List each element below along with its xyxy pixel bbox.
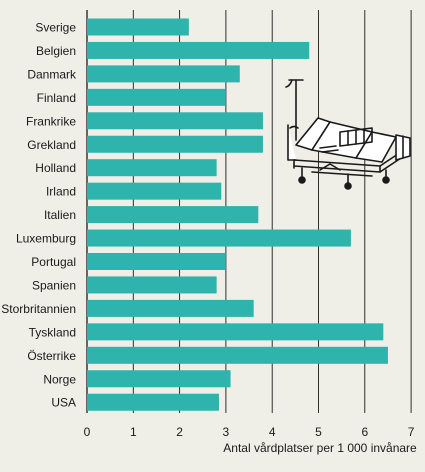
bar-5	[87, 135, 263, 153]
x-tick-label: 3	[223, 425, 230, 439]
x-tick-label: 7	[408, 425, 415, 439]
bar-16	[87, 393, 219, 411]
category-label: Tyskland	[29, 325, 76, 339]
bar-8	[87, 206, 259, 224]
category-label: USA	[51, 396, 76, 410]
category-label: Italien	[44, 208, 76, 222]
category-label: Sverige	[35, 21, 76, 35]
bar-13	[87, 323, 384, 341]
category-label: Spanien	[32, 278, 76, 292]
category-label: Danmark	[27, 67, 77, 81]
bar-7	[87, 182, 222, 200]
category-label: Storbritannien	[1, 302, 76, 316]
x-tick-layer: 0 1 2 3 4 5 6 7	[84, 425, 415, 439]
x-tick-label: 6	[361, 425, 368, 439]
bar-12	[87, 299, 254, 317]
category-label: Belgien	[36, 44, 76, 58]
x-tick-label: 1	[130, 425, 137, 439]
bar-1	[87, 41, 310, 59]
x-axis-title: Antal vårdplatser per 1 000 invånare	[223, 441, 417, 455]
category-label: Grekland	[27, 138, 76, 152]
category-label: Frankrike	[26, 114, 76, 128]
bar-11	[87, 276, 217, 294]
bar-9	[87, 229, 351, 247]
bar-15	[87, 370, 231, 388]
hospital-bed-icon	[285, 79, 411, 190]
x-tick-label: 5	[315, 425, 322, 439]
category-label: Norge	[43, 372, 76, 386]
category-label-layer: Sverige Belgien Danmark Finland Frankrike Gre…	[1, 21, 77, 410]
category-label: Österrike	[27, 349, 76, 363]
x-tick-label: 0	[84, 425, 91, 439]
bar-2	[87, 65, 240, 83]
bar-layer	[87, 18, 388, 411]
bar-4	[87, 112, 263, 130]
x-tick-label: 2	[176, 425, 183, 439]
category-label: Portugal	[31, 255, 76, 269]
category-label: Holland	[35, 161, 76, 175]
category-label: Finland	[37, 91, 76, 105]
bar-0	[87, 18, 189, 36]
x-tick-label: 4	[269, 425, 276, 439]
bar-6	[87, 159, 217, 177]
category-label: Luxemburg	[16, 232, 76, 246]
category-label: Irland	[46, 185, 76, 199]
bar-3	[87, 88, 226, 106]
bar-14	[87, 346, 388, 364]
bar-10	[87, 253, 226, 270]
